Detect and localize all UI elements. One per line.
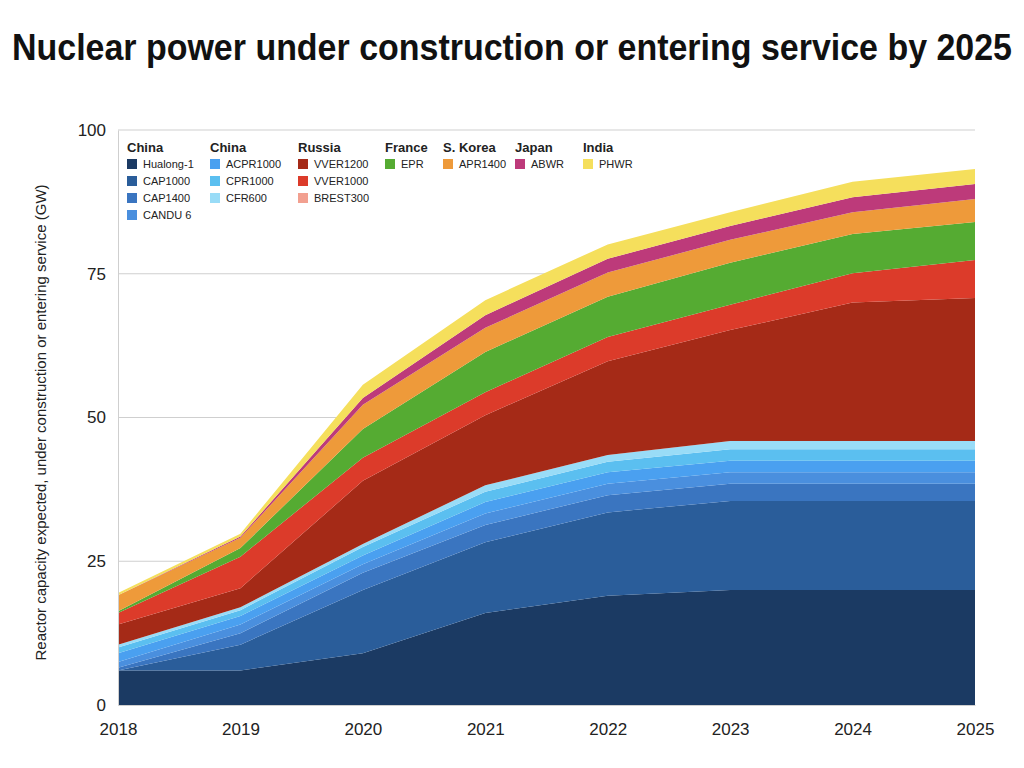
y-axis-line bbox=[118, 131, 119, 706]
legend-group-title: China bbox=[127, 140, 164, 155]
x-tick-label: 2022 bbox=[589, 720, 627, 739]
legend-swatch bbox=[210, 193, 220, 203]
legend-label: PHWR bbox=[599, 158, 633, 170]
legend-group-title: India bbox=[583, 140, 614, 155]
legend: China Hualong-1 CAP1000 CAP1400 CANDU 6 China… bbox=[127, 140, 633, 221]
area bbox=[118, 169, 975, 595]
legend-swatch bbox=[127, 176, 137, 186]
grid-line bbox=[118, 130, 975, 131]
y-axis-title: Reactor capacity expected, under constru… bbox=[32, 184, 49, 660]
legend-swatch bbox=[515, 159, 525, 169]
grid bbox=[118, 130, 975, 705]
y-axis: 0 25 50 75 100 bbox=[78, 121, 119, 715]
y-tick-label: 0 bbox=[97, 696, 106, 715]
area bbox=[118, 199, 975, 611]
chart: Nuclear power under construction or ente… bbox=[0, 0, 1024, 768]
x-tick: 2018 bbox=[100, 705, 138, 739]
legend-label: ACPR1000 bbox=[226, 158, 281, 170]
legend-label: CAP1400 bbox=[143, 192, 190, 204]
legend-group-title: Japan bbox=[515, 140, 553, 155]
y-tick: 0 bbox=[97, 696, 118, 715]
legend-group-title: China bbox=[210, 140, 247, 155]
legend-label: CPR1000 bbox=[226, 175, 274, 187]
x-tick-label: 2019 bbox=[222, 720, 260, 739]
y-tick-label: 25 bbox=[87, 552, 106, 571]
x-tick: 2019 bbox=[222, 705, 260, 739]
legend-swatch bbox=[298, 193, 308, 203]
y-tick: 50 bbox=[87, 408, 118, 427]
legend-label: APR1400 bbox=[459, 158, 506, 170]
legend-group-title: S. Korea bbox=[443, 140, 497, 155]
x-tick-label: 2025 bbox=[957, 720, 995, 739]
legend-group-title: France bbox=[385, 140, 428, 155]
legend-swatch bbox=[443, 159, 453, 169]
y-tick: 25 bbox=[87, 552, 118, 571]
legend-label: CFR600 bbox=[226, 192, 267, 204]
x-tick: 2020 bbox=[344, 705, 382, 739]
y-tick: 75 bbox=[87, 265, 118, 284]
x-tick: 2024 bbox=[834, 705, 872, 739]
legend-swatch bbox=[127, 159, 137, 169]
y-tick: 100 bbox=[78, 121, 118, 140]
legend-group-title: Russia bbox=[298, 140, 341, 155]
x-tick: 2025 bbox=[957, 705, 995, 739]
legend-swatch bbox=[583, 159, 593, 169]
x-tick-label: 2020 bbox=[344, 720, 382, 739]
y-tick-label: 50 bbox=[87, 408, 106, 427]
x-tick: 2023 bbox=[712, 705, 750, 739]
legend-label: EPR bbox=[401, 158, 424, 170]
legend-swatch bbox=[385, 159, 395, 169]
area bbox=[118, 184, 975, 595]
x-tick-label: 2023 bbox=[712, 720, 750, 739]
x-tick-label: 2021 bbox=[467, 720, 505, 739]
legend-label: VVER1000 bbox=[314, 175, 368, 187]
x-axis-line bbox=[119, 705, 976, 706]
legend-label: BREST300 bbox=[314, 192, 369, 204]
legend-swatch bbox=[210, 159, 220, 169]
legend-label: Hualong-1 bbox=[143, 158, 194, 170]
legend-swatch bbox=[127, 210, 137, 220]
x-tick-label: 2018 bbox=[100, 720, 138, 739]
legend-label: ABWR bbox=[531, 158, 564, 170]
legend-label: VVER1200 bbox=[314, 158, 368, 170]
y-tick-label: 100 bbox=[78, 121, 106, 140]
x-tick-label: 2024 bbox=[834, 720, 872, 739]
legend-label: CANDU 6 bbox=[143, 209, 191, 221]
legend-swatch bbox=[210, 176, 220, 186]
title: Nuclear power under construction or ente… bbox=[12, 27, 1012, 68]
legend-swatch bbox=[127, 193, 137, 203]
legend-swatch bbox=[298, 176, 308, 186]
legend-swatch bbox=[298, 159, 308, 169]
x-tick: 2021 bbox=[467, 705, 505, 739]
y-tick-label: 75 bbox=[87, 265, 106, 284]
legend-label: CAP1000 bbox=[143, 175, 190, 187]
areas bbox=[118, 169, 975, 705]
x-tick: 2022 bbox=[589, 705, 627, 739]
x-axis: 2018 2019 2020 2021 2022 2023 2024 2025 bbox=[100, 705, 995, 739]
